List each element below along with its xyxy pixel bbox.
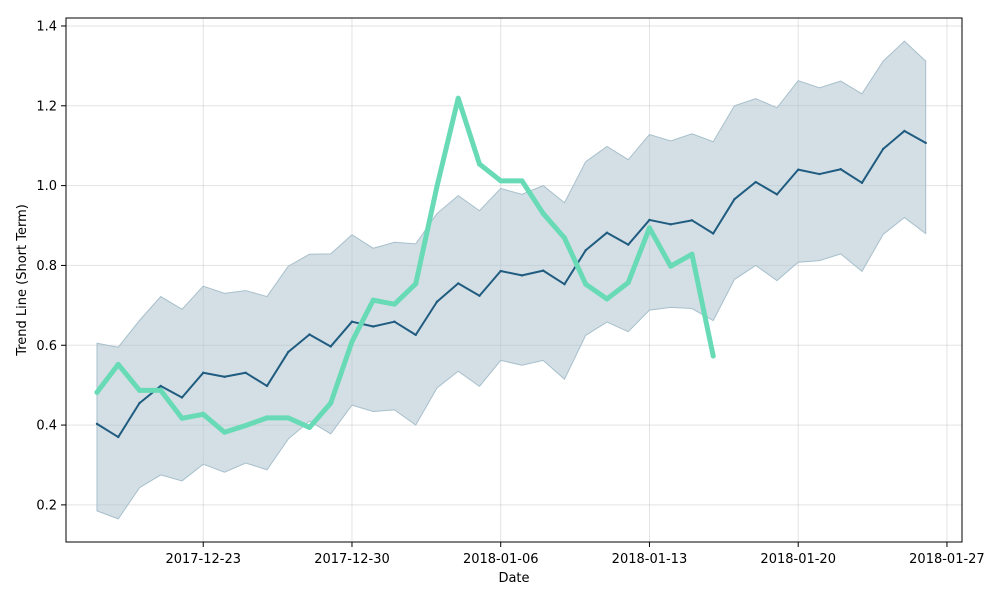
trend-mean-line: [95, 129, 927, 439]
mean-point: [499, 269, 502, 273]
confidence-band-area: [96, 40, 927, 520]
short-term-point: [328, 400, 334, 406]
short-term-point: [646, 225, 652, 231]
mean-point: [287, 350, 290, 354]
x-tick-label: 2017-12-30: [314, 552, 390, 567]
y-tick-label: 0.6: [36, 339, 57, 354]
x-tick-label: 2018-01-27: [909, 552, 985, 567]
short-term-point: [349, 339, 355, 345]
x-tick-label: 2017-12-23: [165, 552, 241, 567]
short-term-point: [583, 281, 589, 287]
short-term-point: [519, 178, 525, 184]
mean-point: [393, 320, 396, 323]
short-term-point: [200, 411, 206, 417]
short-term-point: [413, 281, 419, 287]
mean-point: [882, 147, 885, 151]
short-term-point: [498, 178, 504, 184]
mean-point: [563, 282, 566, 286]
mean-point: [372, 325, 375, 328]
y-tick-label: 0.8: [36, 259, 57, 274]
confidence-band: [96, 40, 927, 520]
short-term-point: [370, 297, 376, 303]
mean-point: [584, 249, 587, 252]
mean-point: [138, 401, 141, 405]
mean-point: [180, 396, 184, 399]
x-axis-label: Date: [498, 571, 529, 586]
short-term-point: [476, 161, 482, 167]
y-tick-label: 0.2: [36, 498, 57, 513]
mean-point: [117, 435, 120, 439]
short-term-point: [625, 280, 631, 286]
y-tick-label: 1.0: [36, 179, 57, 194]
short-term-point: [179, 415, 185, 421]
axis-ticks: 2017-12-23 2017-12-30 2018-01-06 2018-01-13…: [36, 19, 984, 567]
mean-point: [903, 129, 906, 133]
mean-point: [244, 371, 247, 374]
mean-point: [265, 384, 269, 388]
short-term-point: [434, 183, 440, 189]
short-term-point: [710, 353, 716, 359]
mean-point: [202, 371, 205, 374]
short-term-point: [561, 235, 567, 241]
short-term-point: [136, 387, 142, 393]
short-term-point: [264, 415, 270, 421]
mean-point: [839, 168, 842, 171]
mean-point: [435, 300, 439, 303]
mean-point: [605, 231, 609, 234]
y-tick-label: 1.2: [36, 99, 57, 114]
mean-point: [159, 384, 162, 388]
mean-point: [818, 172, 821, 176]
mean-point: [690, 219, 694, 222]
mean-point: [95, 422, 99, 426]
mean-point: [669, 223, 672, 226]
short-term-point: [285, 415, 291, 421]
short-term-point: [540, 211, 546, 217]
short-term-point: [306, 424, 312, 430]
short-term-point: [115, 361, 121, 367]
short-term-point: [668, 263, 674, 269]
short-term-point: [391, 301, 397, 307]
mean-point: [712, 232, 715, 235]
plot-area-frame: [65, 17, 963, 543]
mean-point: [414, 333, 417, 337]
y-axis-label: Trend Line (Short Term): [15, 204, 30, 357]
mean-point: [775, 193, 779, 196]
mean-point: [350, 320, 354, 323]
mean-point: [308, 333, 311, 336]
mean-point: [648, 218, 651, 222]
mean-point: [520, 274, 524, 277]
mean-point: [223, 375, 226, 378]
y-tick-label: 1.4: [36, 19, 57, 34]
short-term-point: [158, 387, 164, 393]
short-term-point: [243, 422, 249, 428]
mean-point: [627, 243, 630, 246]
mean-point: [797, 168, 800, 171]
x-tick-label: 2018-01-20: [760, 552, 836, 567]
short-term-point: [94, 389, 100, 395]
mean-point: [733, 197, 736, 201]
x-tick-label: 2018-01-06: [463, 552, 539, 567]
short-term-trend-line: [94, 95, 716, 435]
x-tick-label: 2018-01-13: [612, 552, 688, 567]
short-term-point: [604, 296, 610, 302]
mean-point: [478, 294, 481, 297]
mean-point: [754, 180, 757, 184]
short-term-point: [689, 251, 695, 257]
y-tick-label: 0.4: [36, 419, 57, 434]
short-term-point: [221, 429, 227, 435]
mean-point: [924, 141, 927, 145]
mean-point: [329, 345, 332, 348]
series-lines: [94, 95, 927, 439]
short-term-point: [455, 95, 461, 101]
mean-point: [860, 181, 864, 185]
mean-point: [457, 282, 460, 285]
mean-point: [542, 269, 545, 272]
